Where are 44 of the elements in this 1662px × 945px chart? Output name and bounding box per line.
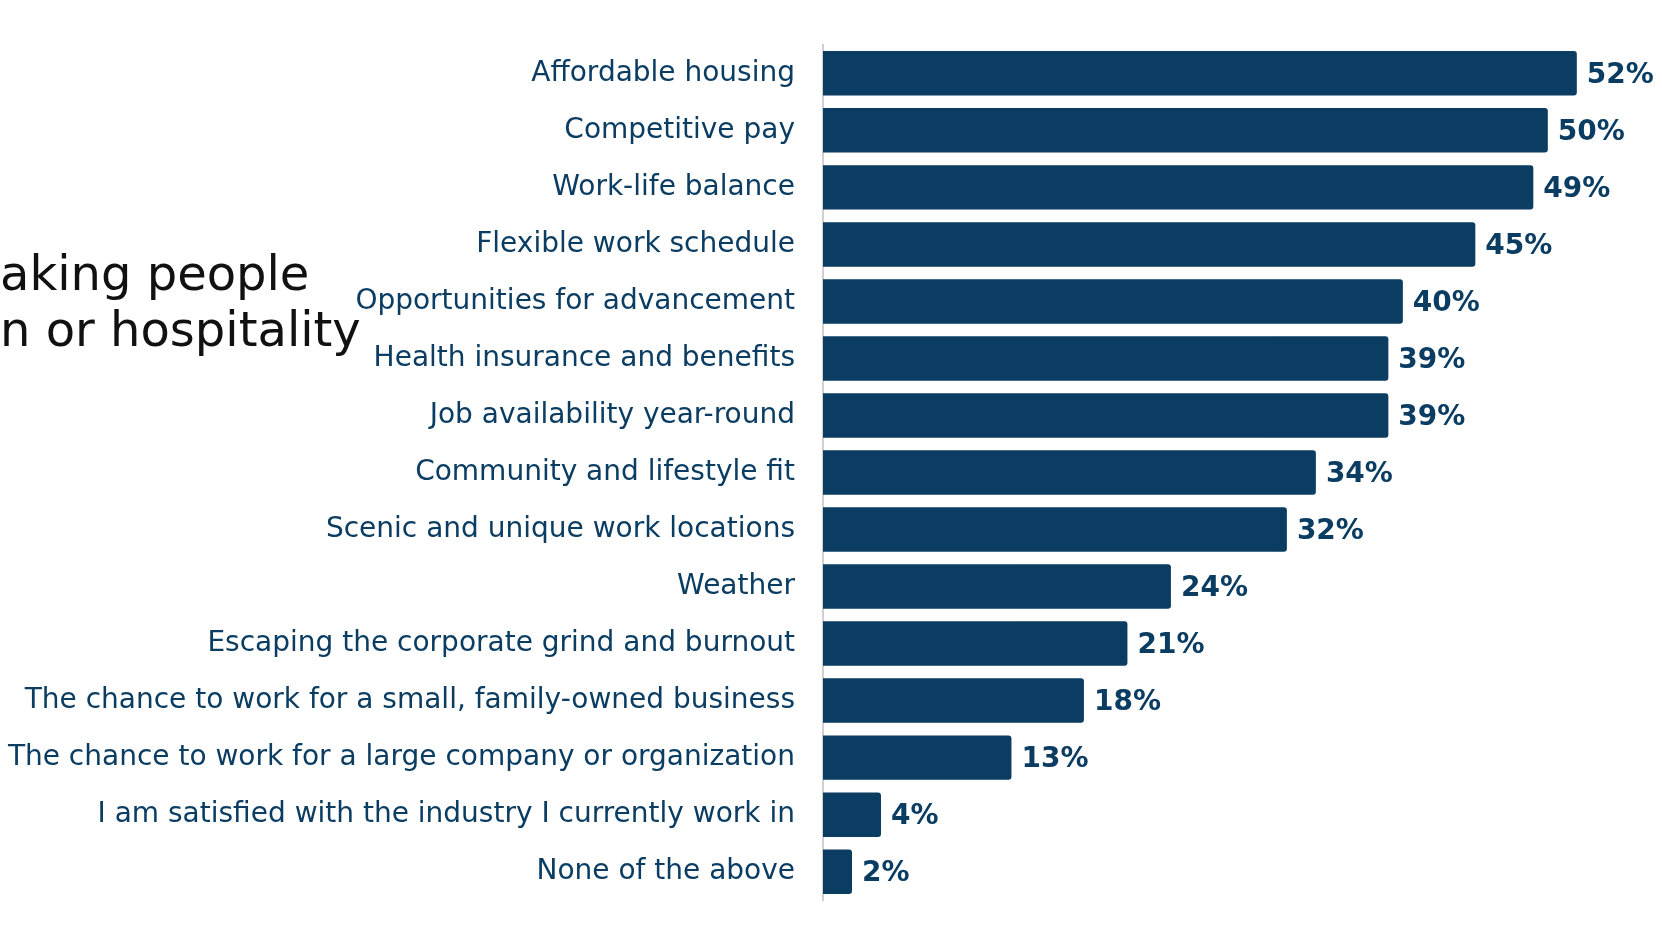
data-label: 50% — [1557, 113, 1625, 147]
y-tick-label: Flexible work schedule — [476, 225, 795, 259]
y-tick-label: Job availability year-round — [427, 396, 795, 430]
data-label: 32% — [1296, 512, 1364, 546]
data-label: 4% — [890, 797, 939, 831]
bar — [823, 621, 1128, 666]
bar — [823, 165, 1534, 210]
bar — [823, 222, 1476, 267]
bar — [823, 678, 1084, 723]
data-label: 40% — [1412, 284, 1480, 318]
bar — [823, 279, 1403, 324]
data-label: 13% — [1021, 740, 1089, 774]
data-label: 45% — [1485, 227, 1553, 261]
data-label: 21% — [1137, 626, 1205, 660]
bar — [823, 507, 1287, 552]
y-tick-label: Weather — [677, 567, 796, 601]
y-tick-label: Competitive pay — [564, 111, 795, 145]
y-tick-label: Work-life balance — [552, 168, 795, 202]
bar — [823, 108, 1548, 153]
y-tick-label: I am satisfied with the industry I currently work in — [97, 795, 795, 829]
y-tick-label: Affordable housing — [531, 54, 795, 88]
data-label: 34% — [1325, 455, 1393, 489]
bar — [823, 393, 1389, 438]
y-tick-label: The chance to work for a small, family-owned business — [23, 681, 795, 715]
data-label: 52% — [1586, 56, 1654, 90]
bar — [823, 564, 1171, 609]
bar — [823, 849, 852, 894]
data-label: 39% — [1398, 398, 1466, 432]
bar — [823, 51, 1577, 96]
data-label: 2% — [861, 854, 910, 888]
y-tick-label: The chance to work for a large company or organization — [6, 738, 795, 772]
y-tick-label: Community and lifestyle fit — [415, 453, 796, 487]
bar — [823, 792, 881, 837]
bar — [823, 450, 1316, 495]
y-tick-label: Health insurance and benefits — [373, 339, 795, 373]
y-tick-label: None of the above — [536, 852, 795, 886]
data-label: 49% — [1543, 170, 1611, 204]
data-label: 18% — [1093, 683, 1161, 717]
y-tick-label: Scenic and unique work locations — [325, 510, 795, 544]
y-tick-label: Escaping the corporate grind and burnout — [207, 624, 796, 658]
bar — [823, 336, 1389, 381]
data-label: 24% — [1180, 569, 1248, 603]
bar — [823, 735, 1012, 780]
data-label: 39% — [1398, 341, 1466, 375]
